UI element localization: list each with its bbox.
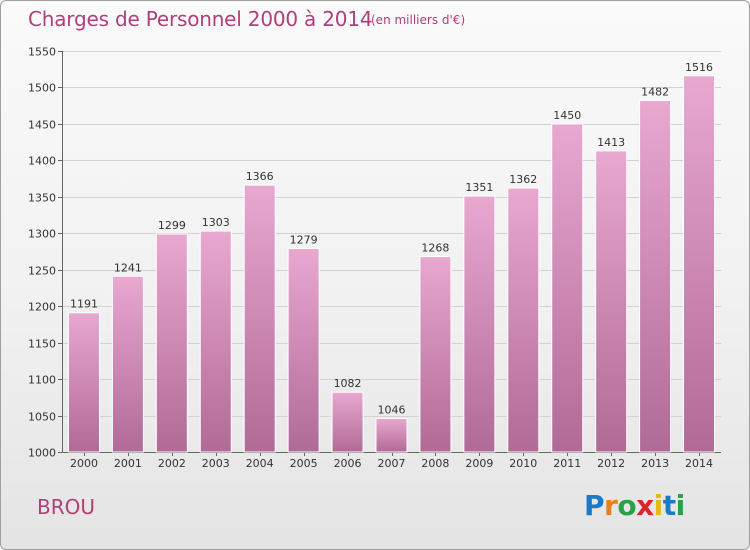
y-tick-label: 1500 [28, 82, 56, 95]
value-label-2012: 1413 [597, 136, 625, 149]
x-tick-label-2014: 2014 [685, 457, 713, 470]
x-tick-label-2011: 2011 [553, 457, 581, 470]
bar-2013 [639, 100, 672, 453]
value-label-2003: 1303 [202, 216, 230, 229]
logo-letter: x [636, 489, 654, 522]
x-tick-label-2007: 2007 [378, 457, 406, 470]
y-tick-label: 1350 [28, 192, 56, 205]
y-tick-label: 1250 [28, 265, 56, 278]
y-tick-label: 1150 [28, 338, 56, 351]
value-label-2006: 1082 [334, 377, 362, 390]
value-label-2009: 1351 [465, 181, 493, 194]
y-tick-label: 1400 [28, 155, 56, 168]
x-tick-label-2004: 2004 [246, 457, 274, 470]
x-tick-label-2009: 2009 [465, 457, 493, 470]
proxiti-logo: Proxiti [584, 489, 685, 522]
x-tick-label-2013: 2013 [641, 457, 669, 470]
value-label-2011: 1450 [553, 109, 581, 122]
x-tick-label-2008: 2008 [421, 457, 449, 470]
bar-2014 [683, 75, 716, 453]
bar-2011 [551, 123, 584, 453]
bar-2000 [67, 312, 100, 453]
value-label-2014: 1516 [685, 61, 713, 74]
logo-letter: i [675, 489, 686, 522]
logo-letter: t [662, 489, 676, 522]
x-tick-label-2000: 2000 [70, 457, 98, 470]
x-tick-label-2012: 2012 [597, 457, 625, 470]
commune-name: BROU [37, 495, 95, 519]
value-label-2002: 1299 [158, 219, 186, 232]
bar-2009 [463, 195, 496, 453]
y-tick-label: 1300 [28, 228, 56, 241]
y-tick-label: 1200 [28, 301, 56, 314]
value-label-2005: 1279 [290, 234, 318, 247]
bar-2001 [111, 275, 144, 453]
bar-2010 [507, 187, 540, 453]
x-tick-label-2002: 2002 [158, 457, 186, 470]
x-tick-label-2005: 2005 [290, 457, 318, 470]
y-tick-label: 1050 [28, 411, 56, 424]
y-tick-label: 1450 [28, 119, 56, 132]
bar-2003 [199, 230, 232, 453]
value-label-2004: 1366 [246, 170, 274, 183]
logo-letter: i [653, 489, 664, 522]
logo-letter: P [584, 489, 605, 522]
x-tick-label-2006: 2006 [334, 457, 362, 470]
logo-letter: r [604, 489, 618, 522]
value-label-2001: 1241 [114, 261, 142, 274]
bar-2004 [243, 184, 276, 453]
value-label-2010: 1362 [509, 173, 537, 186]
value-label-2000: 1191 [70, 298, 98, 311]
bar-2007 [375, 417, 408, 453]
y-tick-label: 1100 [28, 374, 56, 387]
bar-2008 [419, 256, 452, 453]
x-tick-label-2010: 2010 [509, 457, 537, 470]
chart-title: Charges de Personnel 2000 à 2014 [28, 7, 373, 31]
value-label-2013: 1482 [641, 86, 669, 99]
value-label-2007: 1046 [378, 403, 406, 416]
x-tick-label-2003: 2003 [202, 457, 230, 470]
x-tick-label-2001: 2001 [114, 457, 142, 470]
y-tick-label: 1550 [28, 46, 56, 59]
chart-subtitle: (en milliers d'€) [371, 13, 466, 27]
bar-2002 [155, 233, 188, 453]
bar-2005 [287, 248, 320, 453]
bar-2006 [331, 391, 364, 453]
value-label-2008: 1268 [421, 242, 449, 255]
y-tick-label: 1000 [28, 447, 56, 460]
logo-letter: o [617, 489, 637, 522]
bar-2012 [595, 150, 628, 453]
